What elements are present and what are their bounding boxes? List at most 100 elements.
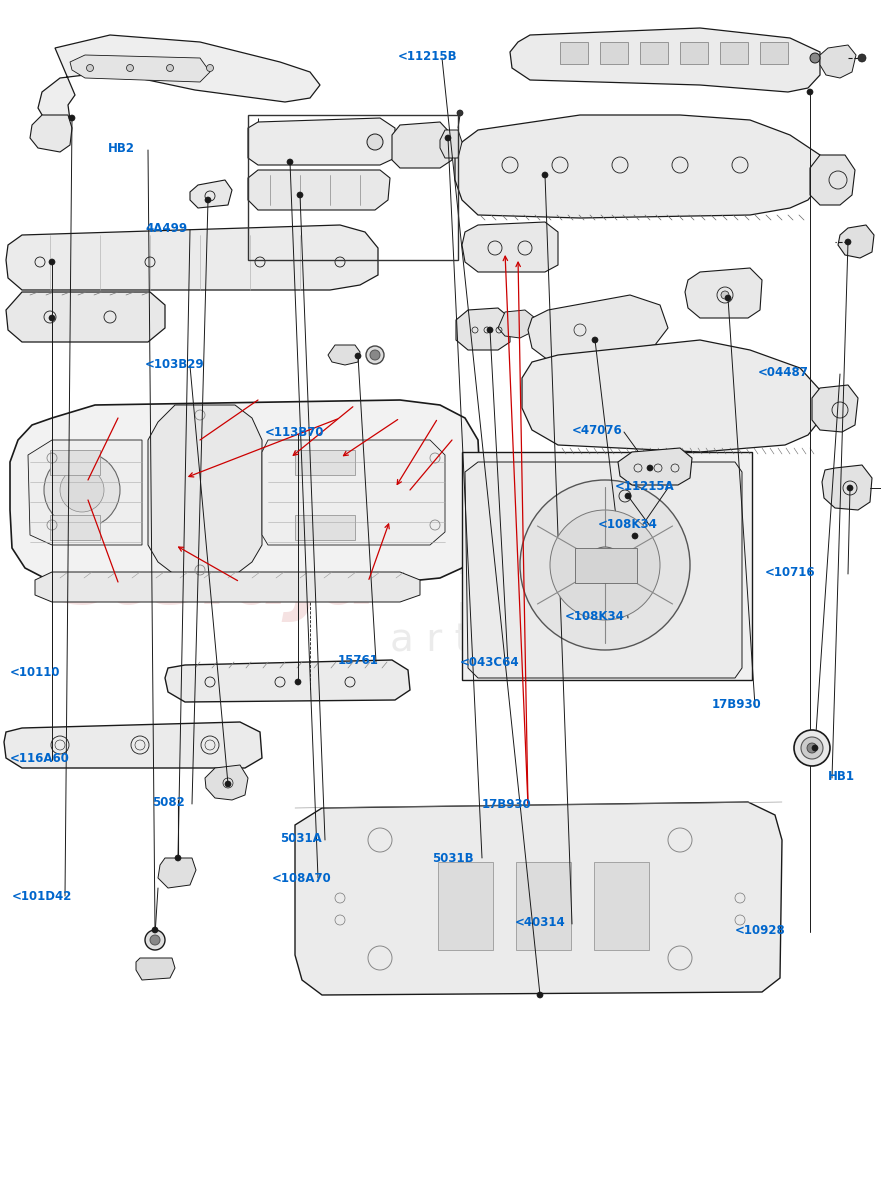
Text: <10928: <10928 (735, 924, 786, 936)
Circle shape (150, 935, 160, 946)
Text: <043C64: <043C64 (460, 655, 520, 668)
Bar (520, 546, 550, 574)
Bar (550, 546, 580, 574)
Bar (490, 602, 520, 630)
Circle shape (49, 259, 55, 265)
Text: <113B70: <113B70 (265, 426, 324, 438)
Bar (580, 574, 610, 602)
Text: <101D42: <101D42 (12, 889, 72, 902)
Text: <108K34: <108K34 (598, 517, 658, 530)
Bar (248, 115, 458, 260)
Circle shape (225, 781, 231, 787)
Polygon shape (594, 474, 660, 515)
Bar (760, 42, 788, 64)
Polygon shape (822, 464, 872, 510)
Bar (490, 574, 520, 602)
Bar (50, 515, 100, 540)
Text: <103B29: <103B29 (145, 358, 204, 371)
Bar (580, 630, 610, 658)
Text: <40314: <40314 (515, 916, 566, 929)
Circle shape (167, 65, 174, 72)
Circle shape (145, 930, 165, 950)
Text: HB1: HB1 (828, 769, 855, 782)
Polygon shape (70, 55, 210, 82)
Polygon shape (510, 28, 820, 92)
Circle shape (487, 326, 493, 332)
Circle shape (858, 54, 866, 62)
Circle shape (647, 464, 653, 470)
Bar (520, 518, 550, 546)
Circle shape (801, 737, 823, 758)
Circle shape (625, 493, 631, 499)
Bar (640, 42, 668, 64)
Circle shape (366, 346, 384, 364)
Bar (580, 490, 610, 518)
Circle shape (725, 295, 731, 301)
Circle shape (287, 158, 293, 164)
Text: 4A499: 4A499 (145, 222, 187, 234)
Polygon shape (528, 295, 668, 360)
Bar (560, 42, 588, 64)
Polygon shape (462, 222, 558, 272)
Bar (490, 630, 520, 658)
Polygon shape (28, 440, 142, 545)
Text: <11215A: <11215A (615, 480, 675, 492)
Circle shape (355, 353, 361, 359)
Circle shape (205, 197, 211, 203)
Circle shape (49, 314, 55, 320)
Bar (460, 546, 490, 574)
Bar (462, 452, 752, 680)
Circle shape (520, 480, 690, 650)
Polygon shape (158, 858, 196, 888)
Polygon shape (455, 115, 820, 218)
Bar (295, 450, 355, 475)
Circle shape (845, 239, 851, 245)
Bar (580, 602, 610, 630)
Circle shape (445, 134, 451, 140)
Polygon shape (838, 226, 874, 258)
Polygon shape (440, 130, 462, 158)
Text: a r t: a r t (390, 622, 470, 659)
Bar (516, 862, 571, 950)
Bar (490, 490, 520, 518)
Polygon shape (685, 268, 762, 318)
Bar (460, 602, 490, 630)
Bar (550, 630, 580, 658)
Polygon shape (148, 404, 262, 575)
Polygon shape (295, 802, 782, 995)
Polygon shape (30, 115, 72, 152)
Text: 17B930: 17B930 (712, 697, 762, 710)
Bar (580, 546, 610, 574)
Text: <116A60: <116A60 (10, 751, 70, 764)
Polygon shape (165, 660, 410, 702)
Polygon shape (190, 180, 232, 208)
Text: 17B930: 17B930 (482, 798, 532, 810)
Text: <10716: <10716 (765, 565, 816, 578)
Text: <10110: <10110 (10, 666, 61, 678)
Circle shape (44, 452, 120, 528)
Polygon shape (136, 958, 175, 980)
Bar (680, 42, 708, 64)
Polygon shape (392, 122, 452, 168)
Polygon shape (598, 514, 662, 554)
Bar (460, 630, 490, 658)
Bar (580, 518, 610, 546)
Bar (520, 630, 550, 658)
Bar (600, 42, 628, 64)
Circle shape (550, 510, 660, 620)
Circle shape (807, 89, 813, 95)
Text: HB2: HB2 (108, 142, 135, 155)
Circle shape (542, 172, 548, 178)
Polygon shape (522, 340, 820, 452)
Bar (520, 574, 550, 602)
Bar (50, 450, 100, 475)
Polygon shape (498, 310, 535, 338)
Bar (550, 574, 580, 602)
Text: <47076: <47076 (572, 424, 623, 437)
Bar (520, 490, 550, 518)
Polygon shape (456, 308, 510, 350)
Polygon shape (205, 766, 248, 800)
Circle shape (812, 745, 818, 751)
Text: 5031A: 5031A (280, 832, 322, 845)
Bar (460, 518, 490, 546)
